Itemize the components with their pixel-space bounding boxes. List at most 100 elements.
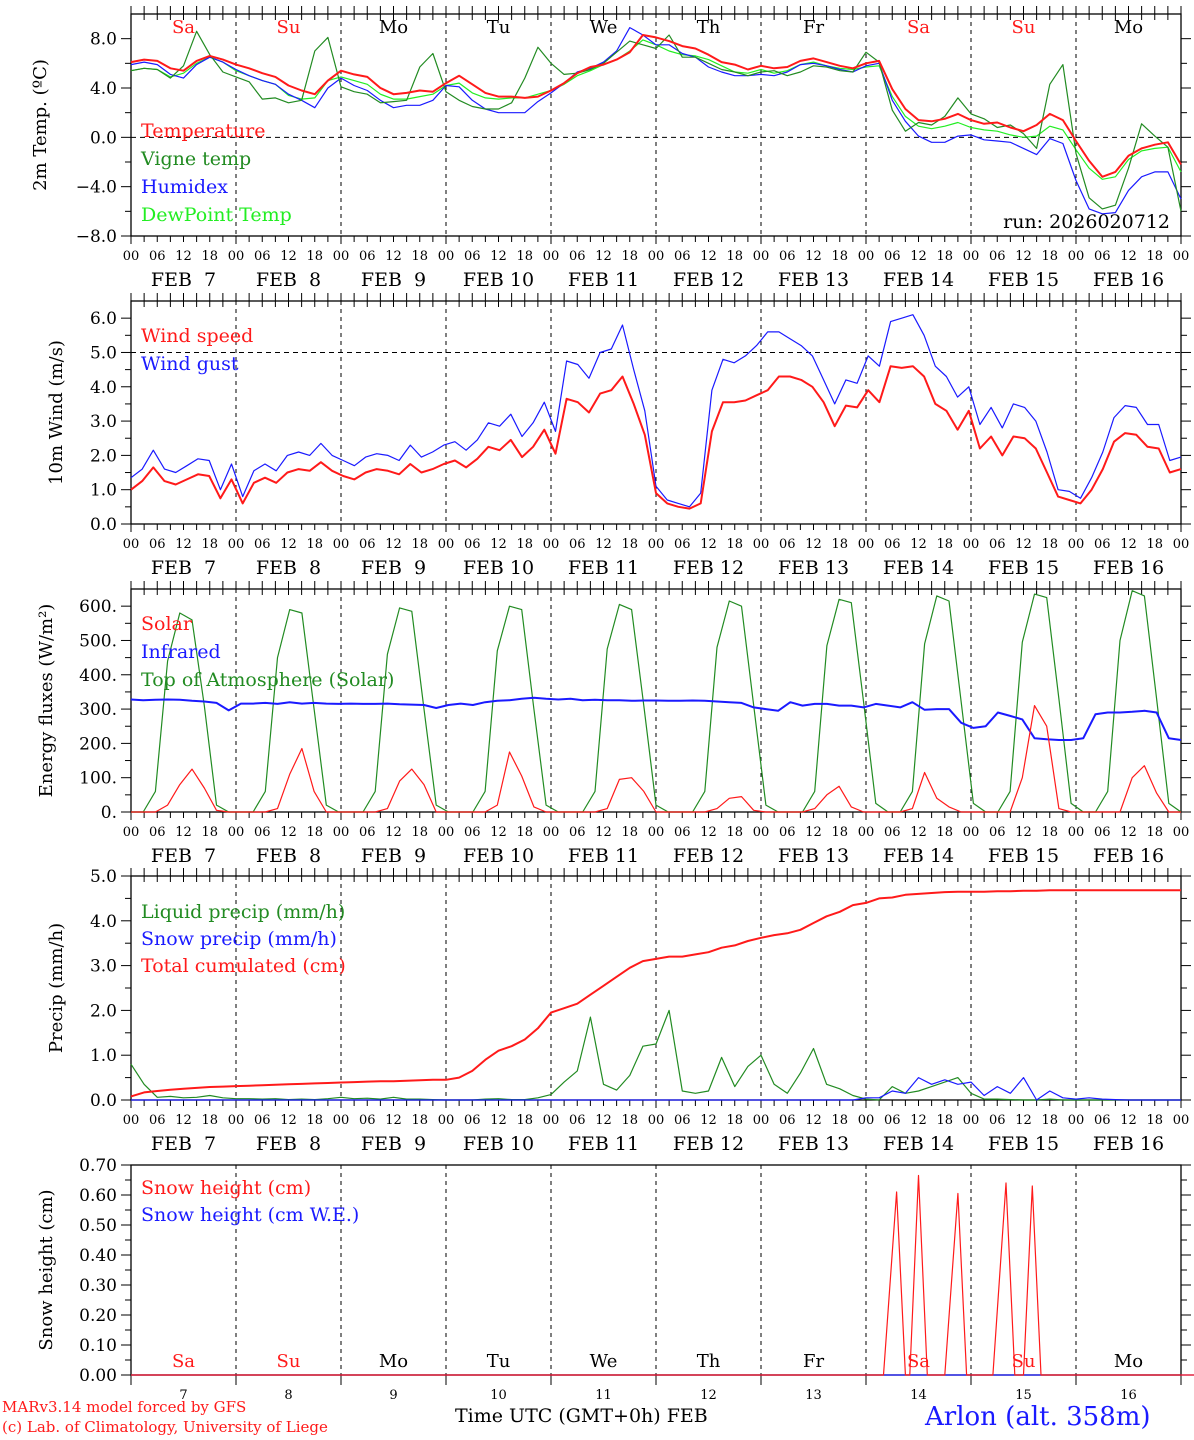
hour-tick-label: 12 — [1015, 825, 1032, 840]
day-label: FEB 14 — [883, 845, 954, 867]
hour-tick-label: 06 — [1094, 249, 1111, 264]
day-label: FEB 12 — [673, 557, 744, 579]
day-label: FEB 9 — [361, 269, 426, 291]
series-line-humidex — [130, 27, 1182, 215]
hour-tick-label: 12 — [1015, 537, 1032, 552]
hour-tick-label: 06 — [989, 537, 1006, 552]
day-label: FEB 10 — [463, 845, 534, 867]
day-label: FEB 8 — [256, 269, 321, 291]
hour-tick-label: 12 — [700, 537, 717, 552]
weekday-label: Sa — [172, 17, 195, 38]
hour-tick-label: 18 — [201, 537, 218, 552]
hour-tick-label: 06 — [674, 249, 691, 264]
hour-tick-label: 06 — [254, 249, 271, 264]
hour-tick-label: 18 — [1146, 249, 1163, 264]
day-label: FEB 8 — [256, 1133, 321, 1155]
y-tick-label: 300. — [79, 700, 117, 720]
hour-tick-label: 12 — [385, 249, 402, 264]
day-label: FEB 15 — [988, 1133, 1059, 1155]
hour-tick-label: 12 — [175, 537, 192, 552]
hour-tick-label: 00 — [1068, 249, 1085, 264]
hour-tick-label: 00 — [1068, 825, 1085, 840]
y-axis-label: Energy fluxes (W/m²) — [36, 604, 57, 798]
y-tick-label: 2.0 — [90, 446, 117, 466]
series-line-snow-precip-mm-h- — [131, 1077, 1181, 1101]
series-line-temperature — [130, 34, 1182, 178]
hour-tick-label: 12 — [1120, 249, 1137, 264]
day-label: FEB 9 — [361, 1133, 426, 1155]
hour-tick-label: 00 — [963, 537, 980, 552]
hour-tick-label: 06 — [989, 1113, 1006, 1128]
hour-tick-label: 00 — [333, 537, 350, 552]
hour-tick-label: 18 — [306, 1113, 323, 1128]
y-tick-label: 1.0 — [90, 481, 117, 501]
hour-tick-label: 00 — [648, 825, 665, 840]
day-label: FEB 14 — [883, 557, 954, 579]
hour-tick-label: 00 — [543, 537, 560, 552]
y-axis-label: 10m Wind (m/s) — [46, 340, 67, 485]
hour-tick-label: 00 — [543, 825, 560, 840]
hour-tick-label: 00 — [963, 249, 980, 264]
hour-tick-label: 06 — [359, 1113, 376, 1128]
y-axis-label: Precip (mm/h) — [46, 923, 67, 1053]
weekday-label: We — [590, 1351, 618, 1372]
weekday-label: Fr — [803, 17, 824, 38]
y-tick-label: 0.70 — [79, 1156, 117, 1176]
hour-tick-label: 12 — [280, 537, 297, 552]
hour-tick-label: 12 — [1120, 1113, 1137, 1128]
hour-tick-label: 00 — [123, 249, 140, 264]
hour-tick-label: 06 — [359, 825, 376, 840]
hour-tick-label: 06 — [884, 1113, 901, 1128]
day-label: FEB 11 — [568, 1133, 639, 1155]
day-label: FEB 13 — [778, 557, 849, 579]
hour-tick-label: 12 — [910, 537, 927, 552]
hour-tick-label: 06 — [149, 537, 166, 552]
y-tick-label: 100. — [79, 769, 117, 789]
hour-tick-label: 12 — [595, 537, 612, 552]
day-label: FEB 15 — [988, 845, 1059, 867]
day-label: FEB 7 — [151, 845, 216, 867]
hour-tick-label: 06 — [254, 537, 271, 552]
hour-tick-label: 12 — [805, 249, 822, 264]
hour-tick-label: 18 — [306, 537, 323, 552]
weekday-label: Sa — [172, 1351, 195, 1372]
day-number-label: 8 — [284, 1388, 292, 1403]
hour-tick-label: 18 — [936, 825, 953, 840]
hour-tick-label: 12 — [280, 1113, 297, 1128]
hour-tick-label: 18 — [621, 249, 638, 264]
hour-tick-label: 12 — [910, 825, 927, 840]
hour-tick-label: 12 — [385, 1113, 402, 1128]
hour-tick-label: 18 — [306, 249, 323, 264]
y-tick-label: 0.0 — [90, 515, 117, 535]
weekday-label: Mo — [1114, 17, 1143, 38]
hour-tick-label: 18 — [831, 537, 848, 552]
panel-4: 0.70 0.60 0.50 0.40 0.30 0.20 0.10 0.00 Snow hei… — [36, 1156, 1194, 1403]
day-label: FEB 11 — [568, 557, 639, 579]
hour-tick-label: 06 — [359, 537, 376, 552]
day-label: FEB 12 — [673, 1133, 744, 1155]
weekday-label: Tu — [487, 17, 511, 38]
run-label: run: 2026020712 — [1003, 211, 1170, 233]
hour-tick-label: 00 — [228, 249, 245, 264]
hour-tick-label: 06 — [464, 1113, 481, 1128]
weekday-label: Mo — [379, 1351, 408, 1372]
day-number-label: 9 — [389, 1388, 397, 1403]
hour-tick-label: 00 — [123, 825, 140, 840]
model-credit: MARv3.14 model forced by GFS — [2, 1398, 247, 1416]
weekday-label: Su — [1012, 17, 1036, 38]
hour-tick-label: 00 — [438, 1113, 455, 1128]
y-tick-label: 3.0 — [90, 957, 117, 977]
day-label: FEB 10 — [463, 1133, 534, 1155]
y-tick-label: 0.50 — [79, 1216, 117, 1236]
series-line-snow-height-cm- — [131, 1174, 1194, 1376]
hour-tick-label: 18 — [831, 825, 848, 840]
hour-tick-label: 18 — [726, 1113, 743, 1128]
y-tick-label: 6.0 — [90, 309, 117, 329]
hour-tick-label: 18 — [726, 249, 743, 264]
hour-tick-label: 00 — [333, 1113, 350, 1128]
hour-tick-label: 12 — [595, 825, 612, 840]
hour-tick-label: 00 — [333, 825, 350, 840]
day-label: FEB 13 — [778, 845, 849, 867]
hour-tick-label: 12 — [280, 249, 297, 264]
day-label: FEB 7 — [151, 557, 216, 579]
